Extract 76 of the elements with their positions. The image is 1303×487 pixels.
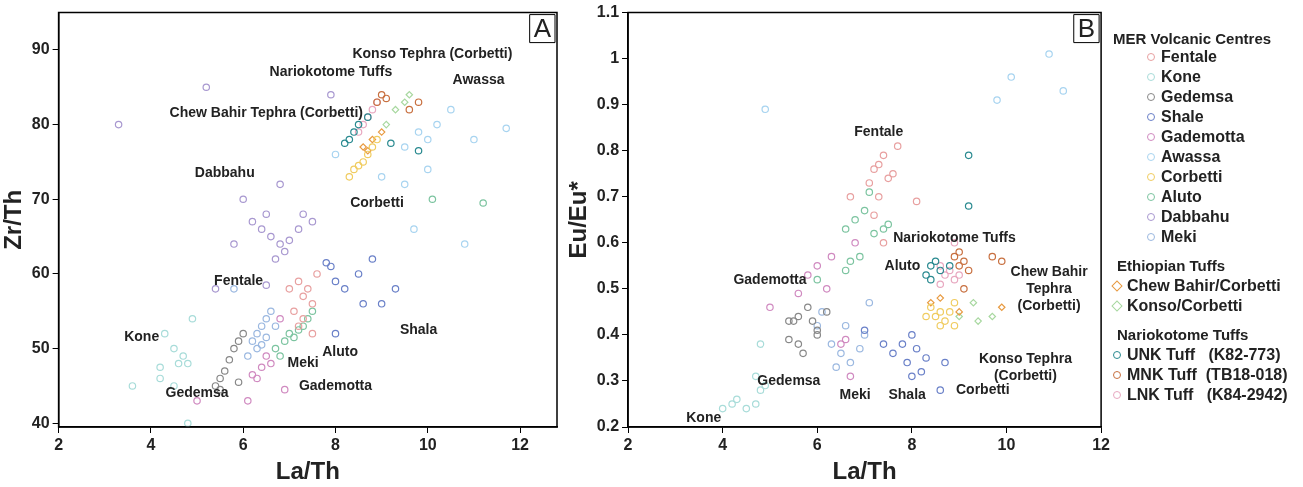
x-tick-label: 10 bbox=[997, 436, 1016, 454]
annotation: Gedemsa bbox=[165, 384, 229, 401]
chart-title: A bbox=[533, 12, 552, 43]
y-tick-label: 0.6 bbox=[596, 233, 620, 251]
annotation: Gedemsa bbox=[757, 371, 821, 388]
x-tick-label: 4 bbox=[146, 436, 156, 454]
y-tick-label: 50 bbox=[31, 339, 50, 357]
text: Nariokotome Tuffs bbox=[1117, 326, 1250, 343]
text: Ethiopian Tuffs bbox=[1117, 257, 1227, 274]
x-tick-label: 4 bbox=[718, 436, 728, 454]
annotation: Shala bbox=[399, 320, 438, 337]
x-axis-title: La/Th bbox=[832, 457, 897, 485]
x-tick-label: 12 bbox=[511, 436, 530, 454]
annotation: Konso Tephra (Corbetti) bbox=[978, 349, 1073, 383]
legend-label: UNK Tuff (K82-773) bbox=[1127, 345, 1281, 365]
annotation: Corbetti bbox=[350, 193, 404, 210]
x-tick-label: 8 bbox=[907, 436, 917, 454]
legend-label: Kone bbox=[1161, 67, 1201, 87]
legend-label: Shale bbox=[1161, 107, 1204, 127]
annotation: Awassa bbox=[452, 70, 505, 87]
legend-label: Dabbahu bbox=[1161, 207, 1230, 227]
annotation: Nariokotome Tuffs bbox=[893, 229, 1016, 246]
annotation: Gademotta bbox=[733, 270, 807, 287]
x-tick-label: 2 bbox=[54, 436, 64, 454]
annotation: Aluto bbox=[884, 256, 921, 273]
y-tick-label: 40 bbox=[31, 413, 50, 431]
annotation: Meki bbox=[287, 354, 319, 371]
y-tick-label: 1 bbox=[610, 49, 620, 67]
y-tick-label: 0.9 bbox=[596, 95, 620, 113]
annotation: Fentale bbox=[854, 123, 904, 140]
legend-label: Corbetti bbox=[1161, 167, 1223, 187]
legend-label: Fentale bbox=[1161, 47, 1218, 67]
legend-label: LNK Tuff (K84-2942) bbox=[1127, 385, 1288, 405]
y-axis-title: Eu/Eu* bbox=[564, 180, 592, 259]
annotation: Chew Bahir Tephra (Corbetti) bbox=[1010, 262, 1089, 313]
y-tick-label: 70 bbox=[31, 189, 50, 207]
x-tick-label: 10 bbox=[418, 436, 437, 454]
legend-label: Konso/Corbetti bbox=[1127, 296, 1243, 316]
x-tick-label: 6 bbox=[238, 436, 248, 454]
y-tick-label: 90 bbox=[31, 40, 50, 58]
y-tick-label: 0.3 bbox=[596, 371, 620, 389]
y-tick-label: 80 bbox=[31, 115, 50, 133]
annotation: Meki bbox=[839, 385, 871, 402]
legend-title: MER Volcanic Centres bbox=[1113, 30, 1273, 47]
annotation: Gademotta bbox=[298, 376, 373, 393]
annotation: Fentale bbox=[214, 272, 264, 289]
annotation: Dabbahu bbox=[194, 163, 255, 180]
y-tick-label: 1.1 bbox=[596, 3, 620, 21]
x-axis-title: La/Th bbox=[275, 457, 340, 485]
y-tick-label: 0.2 bbox=[596, 417, 620, 435]
y-tick-label: 0.7 bbox=[596, 187, 620, 205]
legend-label: Meki bbox=[1161, 227, 1197, 247]
chart-title: B bbox=[1077, 12, 1096, 43]
annotation: Corbetti bbox=[956, 381, 1010, 398]
annotation: Aluto bbox=[322, 343, 358, 360]
x-tick-label: 12 bbox=[1092, 436, 1111, 454]
legend-label: MNK Tuff (TB18-018) bbox=[1127, 365, 1288, 385]
y-tick-label: 60 bbox=[31, 264, 50, 282]
annotation: Shala bbox=[888, 385, 927, 402]
x-tick-label: 2 bbox=[623, 436, 633, 454]
legend-label: Gedemsa bbox=[1161, 87, 1234, 107]
annotation: Konso Tephra (Corbetti) bbox=[352, 44, 513, 61]
annotation: Chew Bahir Tephra (Corbetti) bbox=[169, 104, 363, 121]
legend-label: Aluto bbox=[1161, 187, 1202, 207]
annotation: Kone bbox=[124, 328, 160, 345]
legend-label: Gademotta bbox=[1161, 127, 1245, 147]
y-tick-label: 0.4 bbox=[596, 325, 620, 343]
annotation: Nariokotome Tuffs bbox=[269, 63, 393, 80]
y-tick-label: 0.8 bbox=[596, 141, 620, 159]
y-tick-label: 0.5 bbox=[596, 279, 620, 297]
x-tick-label: 8 bbox=[331, 436, 341, 454]
legend-label: Chew Bahir/Corbetti bbox=[1127, 276, 1281, 296]
x-tick-label: 6 bbox=[812, 436, 822, 454]
legend-label: Awassa bbox=[1161, 147, 1221, 167]
y-axis-title: Zr/Th bbox=[0, 189, 27, 250]
annotation: Kone bbox=[686, 408, 722, 425]
